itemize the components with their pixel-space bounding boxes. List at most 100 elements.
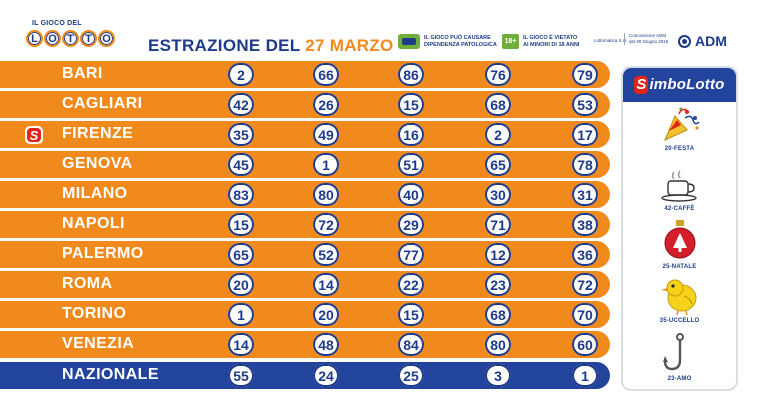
wheel-row-cagliari: CAGLIARI 42 26 15 68 53 (0, 91, 610, 118)
drawn-number: 1 (228, 303, 254, 326)
wheel-row-venezia: VENEZIA 14 48 84 80 60 (0, 331, 610, 358)
drawn-number: 51 (398, 153, 424, 176)
drawn-number: 35 (228, 123, 254, 146)
party-popper-icon (663, 107, 700, 141)
simbolotto-s-icon: S (24, 125, 44, 145)
drawn-number: 20 (228, 273, 254, 296)
drawn-number: 24 (313, 364, 339, 387)
drawn-number: 68 (485, 303, 511, 326)
symbol-item: 42-CAFFÈ (623, 168, 736, 212)
drawn-number: 22 (398, 273, 424, 296)
wheel-row-nazionale: NAZIONALE 55 24 25 3 1 (0, 362, 610, 389)
adm-logo: ADM (678, 33, 727, 49)
legal-line: del 30 Giugno 2016 (629, 39, 669, 44)
drawn-number: 77 (398, 243, 424, 266)
drawn-number: 38 (572, 213, 598, 236)
drawn-number: 15 (398, 303, 424, 326)
drawn-number: 23 (485, 273, 511, 296)
simbolotto-s-icon: S (634, 76, 649, 94)
logo-letter: O (98, 30, 115, 47)
adm-text: ADM (695, 33, 727, 49)
title-date: 27 MARZO (305, 36, 394, 55)
drawn-number: 53 (572, 93, 598, 116)
drawn-number: 66 (313, 63, 339, 86)
logo-subtitle: IL GIOCO DEL (32, 20, 82, 27)
symbol-item: 35-UCCELLO (623, 274, 736, 324)
drawn-number: 65 (485, 153, 511, 176)
drawn-number: 60 (572, 333, 598, 356)
logo-balls: L O T T O (26, 30, 115, 47)
drawn-number: 79 (572, 63, 598, 86)
wheel-city-name: NAPOLI (62, 215, 125, 232)
drawn-number: 70 (572, 303, 598, 326)
header: IL GIOCO DEL L O T T O ESTRAZIONE DEL 27… (0, 0, 768, 62)
drawn-number: 14 (228, 333, 254, 356)
drawn-number: 1 (572, 364, 598, 387)
drawn-number: 80 (313, 183, 339, 206)
wheel-row-firenze: S FIRENZE 35 49 16 2 17 (0, 121, 610, 148)
drawn-number: 76 (485, 63, 511, 86)
drawn-number: 17 (572, 123, 598, 146)
warning-line: AI MINORI DI 18 ANNI (523, 41, 580, 48)
christmas-ornament-icon (664, 220, 695, 259)
page-title: ESTRAZIONE DEL 27 MARZO (148, 36, 394, 56)
drawn-number: 80 (485, 333, 511, 356)
bird-icon (660, 279, 696, 316)
drawn-number: 14 (313, 273, 339, 296)
simbolotto-title-text: imboLotto (649, 76, 725, 93)
symbol-item: 25-NATALE (623, 218, 736, 270)
logo-letter: T (62, 30, 79, 47)
drawn-number: 71 (485, 213, 511, 236)
drawn-number: 3 (485, 364, 511, 387)
legal-line: Concessione ADM (629, 33, 667, 38)
coffee-cup-icon (660, 170, 697, 202)
wheel-row-palermo: PALERMO 65 52 77 12 36 (0, 241, 610, 268)
logo-letter: O (44, 30, 61, 47)
symbol-label: 20-FESTA (664, 146, 695, 152)
lotto-logo: IL GIOCO DEL L O T T O (26, 20, 124, 58)
drawn-number: 20 (313, 303, 339, 326)
wheel-city-name: TORINO (62, 305, 127, 322)
drawn-number: 16 (398, 123, 424, 146)
legal-company: Lottomatica S.r.l. (594, 38, 628, 43)
symbol-label: 25-NATALE (662, 264, 697, 270)
drawn-number: 83 (228, 183, 254, 206)
drawn-number: 30 (485, 183, 511, 206)
wheel-row-roma: ROMA 20 14 22 23 72 (0, 271, 610, 298)
age-warning: 18+ IL GIOCO È VIETATO AI MINORI DI 18 A… (502, 34, 579, 49)
drawn-number: 1 (313, 153, 339, 176)
adm-emblem-icon (678, 34, 691, 48)
fishing-hook-icon (662, 333, 684, 371)
wheel-row-milano: MILANO 83 80 40 30 31 (0, 181, 610, 208)
drawn-number: 42 (228, 93, 254, 116)
logo-letter: L (26, 30, 43, 47)
symbol-item: 23-AMO (623, 332, 736, 382)
drawn-number: 26 (313, 93, 339, 116)
wheel-row-torino: TORINO 1 20 15 68 70 (0, 301, 610, 328)
wheel-city-name: BARI (62, 65, 103, 82)
warning-line: DIPENDENZA PATOLOGICA (424, 41, 497, 48)
wheel-city-name: ROMA (62, 275, 113, 292)
drawn-number: 36 (572, 243, 598, 266)
age-badge: 18+ (502, 34, 519, 49)
svg-text:S: S (30, 128, 39, 143)
drawn-number: 12 (485, 243, 511, 266)
wheel-row-napoli: NAPOLI 15 72 29 71 38 (0, 211, 610, 238)
drawn-number: 68 (485, 93, 511, 116)
symbol-item: 20-FESTA (623, 104, 736, 152)
warning-line: IL GIOCO PUÒ CAUSARE (424, 35, 491, 41)
drawn-number: 2 (228, 63, 254, 86)
drawn-number: 65 (228, 243, 254, 266)
symbol-label: 23-AMO (667, 376, 692, 382)
title-prefix: ESTRAZIONE DEL (148, 36, 301, 55)
drawn-number: 15 (398, 93, 424, 116)
drawn-number: 49 (313, 123, 339, 146)
wheel-city-name: MILANO (62, 185, 128, 202)
wheel-row-genova: GENOVA 45 1 51 65 78 (0, 151, 610, 178)
drawn-number: 78 (572, 153, 598, 176)
wheel-city-name: PALERMO (62, 245, 144, 262)
logo-letter: T (80, 30, 97, 47)
